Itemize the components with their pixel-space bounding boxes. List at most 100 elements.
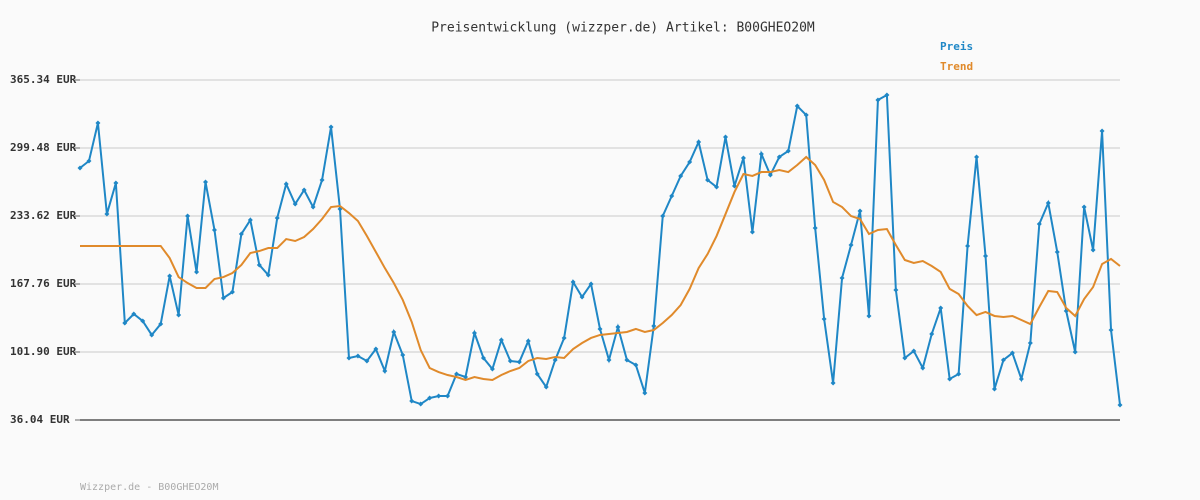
point	[194, 269, 200, 275]
y-tick-label: 167.76 EUR	[10, 277, 77, 290]
point	[866, 313, 872, 319]
point	[77, 165, 83, 171]
point	[740, 155, 746, 161]
point	[606, 357, 612, 363]
point	[920, 365, 926, 371]
point	[301, 187, 307, 193]
point	[974, 154, 980, 160]
point	[1018, 376, 1024, 382]
point	[220, 295, 226, 301]
point	[938, 305, 944, 311]
point	[776, 154, 782, 160]
point	[893, 287, 899, 293]
point	[884, 92, 890, 98]
point	[471, 330, 477, 336]
point	[292, 201, 298, 207]
y-tick-label: 365.34 EUR	[10, 73, 77, 86]
point	[830, 380, 836, 386]
point	[525, 338, 531, 344]
point	[660, 213, 666, 219]
point	[1000, 357, 1006, 363]
point	[185, 213, 191, 219]
point	[1108, 327, 1114, 333]
point	[696, 139, 702, 145]
point	[346, 355, 352, 361]
point	[579, 294, 585, 300]
point	[965, 243, 971, 249]
point	[1045, 200, 1051, 206]
point	[678, 173, 684, 179]
legend-label: Trend	[940, 60, 973, 73]
point	[149, 332, 155, 338]
point	[176, 312, 182, 318]
point	[848, 242, 854, 248]
point	[624, 357, 630, 363]
point	[902, 355, 908, 361]
point	[1009, 350, 1015, 356]
point	[463, 374, 469, 380]
point	[238, 231, 244, 237]
point	[310, 204, 316, 210]
point	[95, 120, 101, 126]
point	[947, 376, 953, 382]
point	[436, 393, 442, 399]
point	[561, 335, 567, 341]
point	[283, 181, 289, 187]
point	[158, 321, 164, 327]
point	[203, 179, 209, 185]
point	[319, 177, 325, 183]
point	[543, 384, 549, 390]
point	[1117, 402, 1123, 408]
point	[1072, 349, 1078, 355]
point	[274, 215, 280, 221]
point	[427, 395, 433, 401]
y-tick-label: 233.62 EUR	[10, 209, 77, 222]
point	[418, 401, 424, 407]
point	[991, 386, 997, 392]
point	[570, 279, 576, 285]
point	[723, 134, 729, 140]
point	[705, 177, 711, 183]
point	[812, 225, 818, 231]
point	[1027, 340, 1033, 346]
point	[167, 273, 173, 279]
point	[400, 352, 406, 358]
point	[140, 318, 146, 324]
point	[758, 151, 764, 157]
point	[956, 371, 962, 377]
point	[489, 366, 495, 372]
point	[104, 211, 110, 217]
point	[1054, 249, 1060, 255]
y-tick-label: 101.90 EUR	[10, 345, 77, 358]
point	[1036, 221, 1042, 227]
point	[229, 289, 235, 295]
point	[86, 158, 92, 164]
point	[821, 316, 827, 322]
point	[857, 208, 863, 214]
point	[373, 346, 379, 352]
point	[113, 180, 119, 186]
point	[651, 323, 657, 329]
point	[687, 159, 693, 165]
point	[875, 97, 881, 103]
point	[785, 148, 791, 154]
point	[265, 272, 271, 278]
point	[839, 275, 845, 281]
chart-title: Preisentwicklung (wizzper.de) Artikel: B…	[431, 21, 815, 36]
point	[767, 172, 773, 178]
line-1	[80, 155, 1121, 382]
point	[588, 281, 594, 287]
point	[633, 362, 639, 368]
point	[552, 357, 558, 363]
y-tick-label: 299.48 EUR	[10, 141, 77, 154]
point	[355, 353, 361, 359]
point	[382, 368, 388, 374]
point	[794, 103, 800, 109]
point	[409, 398, 415, 404]
point	[1081, 204, 1087, 210]
point	[1090, 247, 1096, 253]
point	[498, 337, 504, 343]
point	[507, 358, 513, 364]
point	[1099, 128, 1105, 134]
